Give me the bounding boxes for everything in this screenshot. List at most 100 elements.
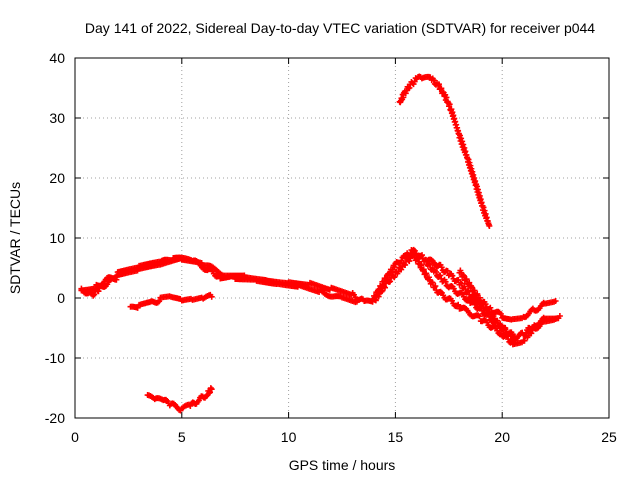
data-point: [442, 278, 449, 285]
data-point: [474, 186, 481, 193]
x-tick-label: 25: [601, 429, 617, 445]
data-point: [460, 271, 467, 278]
data-point: [420, 266, 427, 273]
data-point: [207, 385, 214, 392]
y-tick-label: 0: [57, 290, 65, 306]
data-point: [438, 264, 445, 271]
series-track-low-bottom: [144, 385, 215, 414]
data-point: [206, 389, 213, 396]
data-point: [466, 279, 473, 286]
x-tick-label: 5: [178, 429, 186, 445]
x-tick-label: 0: [71, 429, 79, 445]
data-point: [156, 298, 163, 305]
data-point: [468, 284, 475, 291]
data-point: [471, 287, 478, 294]
data-point: [552, 298, 559, 304]
data-point: [430, 77, 437, 84]
data-point: [206, 390, 213, 397]
data-point: [486, 305, 493, 312]
data-point: [476, 294, 483, 301]
data-point: [480, 204, 487, 211]
data-point: [482, 301, 489, 308]
data-point: [463, 276, 470, 283]
data-point: [422, 271, 429, 278]
data-point: [382, 275, 389, 282]
data-point: [457, 279, 464, 286]
data-point: [497, 310, 504, 317]
data-point: [383, 276, 390, 283]
data-points: [78, 73, 563, 414]
data-point: [474, 183, 481, 190]
y-tick-label: -20: [45, 410, 65, 426]
x-tick-label: 20: [494, 429, 510, 445]
data-point: [387, 278, 394, 285]
x-axis-label: GPS time / hours: [289, 457, 396, 473]
grid: [75, 58, 609, 418]
data-point: [437, 272, 444, 279]
data-point: [376, 288, 383, 295]
data-point: [467, 162, 474, 169]
data-point: [391, 264, 398, 271]
data-point: [386, 272, 393, 279]
data-point: [402, 90, 409, 97]
series-track-high-arc: [396, 73, 493, 229]
data-point: [458, 135, 465, 142]
data-point: [446, 101, 453, 108]
data-point: [113, 273, 120, 280]
data-point: [502, 326, 509, 333]
data-point: [481, 207, 488, 214]
data-point: [486, 223, 493, 229]
data-point: [432, 283, 439, 290]
data-point: [91, 285, 98, 292]
y-tick-label: 10: [49, 230, 65, 246]
y-tick-label: 40: [49, 50, 65, 66]
y-ticks: -20 -10 0 10 20 30 40: [45, 50, 609, 426]
x-tick-label: 15: [388, 429, 404, 445]
data-point: [522, 330, 529, 337]
data-point: [353, 298, 360, 305]
data-point: [402, 261, 409, 268]
data-point: [435, 81, 442, 88]
series-track-secondary-d: [456, 267, 559, 323]
plot-frame: [74, 57, 610, 419]
y-tick-label: 30: [49, 110, 65, 126]
data-point: [521, 337, 528, 344]
data-point: [95, 288, 102, 295]
data-point: [423, 270, 430, 277]
data-point: [460, 141, 467, 148]
data-point: [460, 272, 467, 279]
data-point: [449, 272, 456, 279]
data-point: [208, 293, 215, 300]
data-point: [426, 261, 433, 268]
data-point: [556, 313, 563, 319]
data-point: [466, 159, 473, 166]
data-point: [208, 386, 215, 393]
x-ticks: 0 5 10 15 20 25: [71, 58, 617, 445]
data-point: [455, 301, 462, 308]
data-point: [432, 268, 439, 275]
data-point: [465, 156, 472, 163]
data-point: [406, 84, 413, 91]
series-track-secondary-a: [78, 254, 360, 306]
x-tick-label: 10: [281, 429, 297, 445]
data-point: [474, 290, 481, 297]
data-point: [507, 333, 514, 340]
data-point: [457, 132, 464, 139]
data-point: [391, 274, 398, 281]
chart-title: Day 141 of 2022, Sidereal Day-to-day VTE…: [85, 20, 595, 36]
series-track-low-middle: [127, 291, 215, 311]
data-point: [425, 274, 432, 281]
y-axis-label: SDTVAR / TECUs: [7, 182, 23, 294]
data-point: [487, 304, 494, 311]
data-point: [419, 252, 426, 259]
data-point: [398, 257, 405, 264]
data-point: [398, 266, 405, 273]
y-tick-label: 20: [49, 170, 65, 186]
y-tick-label: -10: [45, 350, 65, 366]
data-point: [494, 317, 501, 324]
data-point: [476, 313, 483, 320]
data-point: [444, 267, 451, 274]
data-point: [498, 322, 505, 329]
data-point: [429, 279, 436, 286]
data-point: [438, 85, 445, 92]
